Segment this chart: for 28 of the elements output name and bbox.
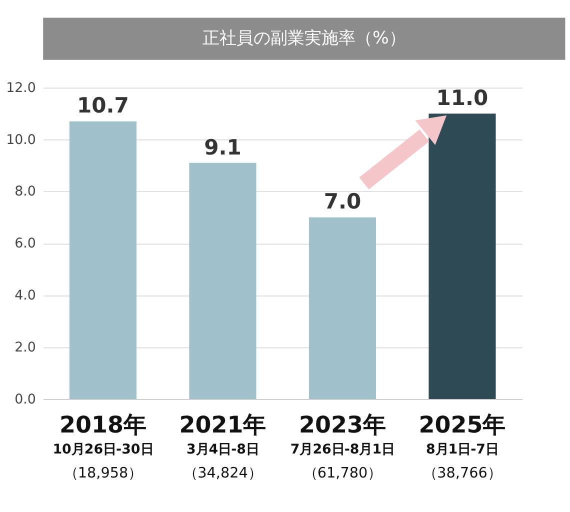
data-label: 10.7: [77, 92, 129, 118]
data-label: 9.1: [204, 134, 242, 160]
bar: [69, 121, 137, 399]
x-tick-label: 2025年: [418, 412, 506, 439]
y-tick-label: 10.0: [6, 132, 36, 148]
x-tick-label: 2023年: [298, 412, 386, 439]
data-label: 7.0: [324, 188, 362, 214]
text: （38,766）: [423, 466, 502, 482]
y-tick-label: 8.0: [14, 184, 36, 200]
x-tick-label: 2021年: [179, 412, 266, 439]
x-tick-label: 2018年: [59, 412, 146, 439]
data-label: 11.0: [436, 84, 488, 110]
y-tick-label: 4.0: [14, 288, 36, 304]
text: （61,780）: [303, 466, 382, 482]
text: 8月1日-7日: [426, 442, 499, 458]
text: （18,958）: [64, 466, 142, 482]
text: 7月26日-8月1日: [290, 442, 395, 458]
bar: [308, 217, 376, 399]
y-tick-label: 0.0: [14, 392, 36, 408]
y-tick-label: 6.0: [14, 236, 36, 252]
text: 3月4日-8日: [186, 442, 260, 458]
bar: [189, 162, 256, 399]
chart-title: 正社員の副業実施率（%）: [202, 28, 406, 49]
text: （34,824）: [184, 466, 262, 482]
y-tick-label: 2.0: [14, 340, 36, 356]
bar: [428, 114, 496, 399]
text: 10月26日-30日: [52, 442, 154, 458]
y-tick-label: 12.0: [6, 80, 36, 96]
